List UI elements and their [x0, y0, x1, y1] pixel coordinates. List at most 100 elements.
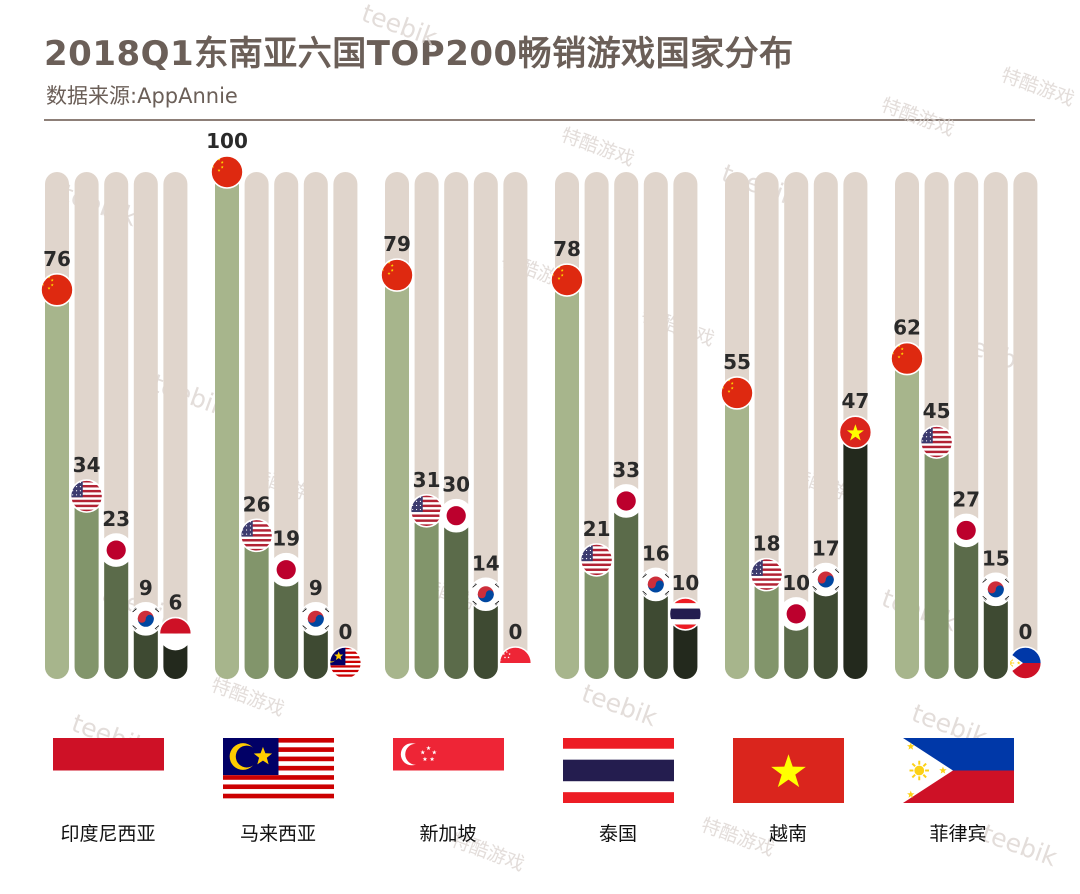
bar	[385, 275, 409, 679]
data-label: 0	[338, 620, 352, 644]
china-flag-icon	[211, 156, 243, 188]
data-label: 14	[472, 551, 500, 575]
data-label: 47	[841, 389, 869, 413]
bar-track	[1013, 172, 1038, 679]
data-label: 18	[753, 532, 781, 556]
data-label: 6	[168, 591, 182, 615]
bar	[104, 550, 129, 679]
data-label: 31	[413, 468, 441, 492]
data-label: 0	[508, 620, 522, 644]
data-label: 76	[43, 247, 71, 271]
data-label: 19	[272, 527, 300, 551]
header-divider	[44, 119, 1035, 121]
data-label: 78	[553, 237, 581, 261]
market-label: 马来西亚	[240, 823, 316, 845]
indonesia-flag-icon	[159, 617, 192, 650]
japan-flag-icon	[950, 514, 983, 547]
watermark-text: 特酷游戏	[878, 94, 957, 141]
philippines-flag-icon	[1009, 647, 1042, 679]
bar	[813, 579, 838, 679]
philippines-flag-icon	[903, 738, 1014, 803]
bar	[784, 613, 809, 679]
watermark-text: teebik	[878, 583, 962, 637]
data-label: 16	[642, 541, 670, 565]
vietnam-flag-icon	[733, 738, 844, 803]
bar	[555, 280, 579, 679]
vietnam-flag-icon	[839, 416, 872, 449]
bar	[274, 569, 299, 679]
bar	[924, 442, 949, 679]
data-label: 55	[723, 350, 751, 374]
bar-track	[133, 172, 158, 679]
data-label: 9	[309, 576, 323, 600]
china-flag-icon	[551, 264, 583, 297]
usa-flag-icon	[920, 426, 953, 459]
data-label: 10	[671, 571, 699, 595]
korea-flag-icon	[469, 578, 502, 611]
bar	[673, 613, 698, 679]
usa-flag-icon	[580, 543, 613, 576]
watermark-text: 特酷游戏	[208, 674, 287, 721]
watermark-text: teebik	[978, 818, 1062, 872]
bar-track	[673, 172, 698, 679]
usa-flag-icon	[750, 558, 783, 591]
bar-track	[333, 172, 358, 679]
bar-track	[163, 172, 188, 679]
korea-flag-icon	[129, 602, 162, 635]
bar-track	[784, 172, 809, 679]
data-label: 27	[952, 487, 980, 511]
bar	[244, 535, 269, 679]
data-label: 17	[812, 537, 840, 561]
bar-track	[643, 172, 668, 679]
bar-track	[303, 172, 328, 679]
china-flag-icon	[41, 273, 73, 306]
bar	[614, 500, 639, 679]
data-label: 34	[73, 453, 101, 477]
bar	[954, 530, 979, 679]
bar	[643, 584, 668, 679]
data-label: 0	[1018, 620, 1032, 644]
bar	[414, 510, 439, 679]
japan-flag-icon	[100, 534, 133, 567]
japan-flag-icon	[780, 597, 813, 630]
bar	[895, 358, 919, 679]
watermark-text: 特酷游戏	[998, 64, 1077, 111]
watermark-text: teebik	[358, 0, 442, 52]
bar	[754, 574, 779, 679]
bar	[473, 594, 498, 679]
market-label: 印度尼西亚	[60, 823, 155, 845]
data-label: 10	[782, 571, 810, 595]
bar-track	[503, 172, 528, 679]
bar	[584, 559, 609, 679]
data-label: 79	[383, 232, 411, 256]
malaysia-flag-icon	[329, 647, 362, 679]
data-label: 26	[243, 492, 271, 516]
bar-track	[813, 172, 838, 679]
data-label: 15	[982, 546, 1010, 570]
data-label: 9	[139, 576, 153, 600]
watermark-text: 特酷游戏	[698, 814, 777, 861]
bar	[843, 432, 868, 679]
bar	[45, 289, 69, 679]
bar	[215, 172, 239, 679]
market-label: 泰国	[599, 823, 637, 845]
chart-source: 数据来源:AppAnnie	[46, 84, 238, 108]
japan-flag-icon	[610, 484, 643, 517]
china-flag-icon	[891, 342, 923, 375]
malaysia-flag-icon	[223, 738, 334, 804]
bar	[983, 589, 1008, 679]
market-label: 菲律宾	[929, 823, 986, 845]
bar-track	[983, 172, 1008, 679]
usa-flag-icon	[240, 519, 273, 552]
watermark-text: teebik	[58, 178, 142, 232]
japan-flag-icon	[270, 553, 303, 586]
watermark-text: teebik	[578, 678, 662, 732]
market-label: 越南	[769, 823, 807, 845]
bar	[444, 515, 469, 679]
market-label: 新加坡	[419, 823, 476, 845]
chart-title: 2018Q1东南亚六国TOP200畅销游戏国家分布	[44, 34, 794, 74]
thailand-flag-icon	[563, 738, 674, 803]
watermark-text: 特酷游戏	[558, 124, 637, 171]
data-label: 62	[893, 316, 921, 340]
